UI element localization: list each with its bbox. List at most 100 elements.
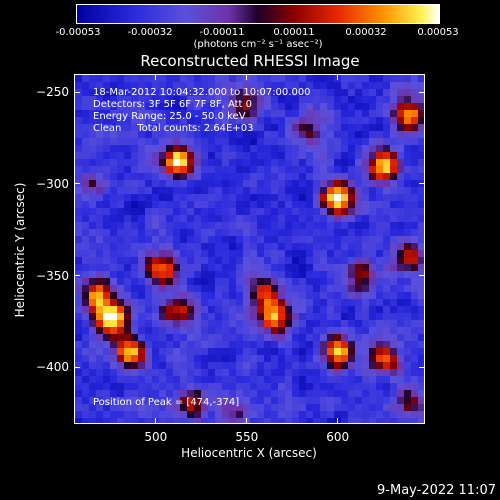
heatmap-cell <box>215 390 223 398</box>
heatmap-cell <box>82 320 90 328</box>
heatmap-cell <box>404 299 412 307</box>
heatmap-cell <box>285 82 293 90</box>
annotation-clean-counts: Clean Total counts: 2.64E+03 <box>93 123 254 134</box>
heatmap-cell <box>89 418 97 423</box>
heatmap-cell <box>124 152 132 160</box>
heatmap-cell <box>250 243 258 251</box>
heatmap-cell <box>82 222 90 230</box>
heatmap-cell <box>369 264 377 272</box>
heatmap-cell <box>299 313 307 321</box>
heatmap-cell <box>313 264 321 272</box>
heatmap-cell <box>264 376 272 384</box>
heatmap-cell <box>327 166 335 174</box>
heatmap-cell <box>376 250 384 258</box>
heatmap-cell <box>124 411 132 419</box>
heatmap-cell <box>313 180 321 188</box>
heatmap-cell <box>243 82 251 90</box>
heatmap-cell <box>418 236 424 244</box>
heatmap-cell <box>173 187 181 195</box>
heatmap-cell <box>103 173 111 181</box>
heatmap-cell <box>404 124 412 132</box>
heatmap-cell <box>166 89 174 97</box>
heatmap-cell <box>236 96 244 104</box>
heatmap-cell <box>215 159 223 167</box>
heatmap-cell <box>208 166 216 174</box>
heatmap-cell <box>208 278 216 286</box>
heatmap-cell <box>404 110 412 118</box>
heatmap-cell <box>341 418 349 423</box>
heatmap-cell <box>397 124 405 132</box>
heatmap-cell <box>110 145 118 153</box>
heatmap-cell <box>292 313 300 321</box>
heatmap-cell <box>201 236 209 244</box>
heatmap-cell <box>362 334 370 342</box>
heatmap-cell <box>313 103 321 111</box>
heatmap-cell <box>320 75 328 83</box>
heatmap-cell <box>313 124 321 132</box>
heatmap-cell <box>271 236 279 244</box>
heatmap-cell <box>404 131 412 139</box>
heatmap-cell <box>138 306 146 314</box>
heatmap-cell <box>411 117 419 125</box>
heatmap-cell <box>180 264 188 272</box>
heatmap-cell <box>222 306 230 314</box>
heatmap-cell <box>180 278 188 286</box>
heatmap-cell <box>369 362 377 370</box>
heatmap-cell <box>215 383 223 391</box>
heatmap-cell <box>264 215 272 223</box>
heatmap-cell <box>341 306 349 314</box>
heatmap-cell <box>229 271 237 279</box>
heatmap-cell <box>299 348 307 356</box>
heatmap-cell <box>292 299 300 307</box>
heatmap-cell <box>103 355 111 363</box>
heatmap-cell <box>173 138 181 146</box>
heatmap-cell <box>271 285 279 293</box>
heatmap-cell <box>306 131 314 139</box>
heatmap-cell <box>362 194 370 202</box>
heatmap-cell <box>110 292 118 300</box>
heatmap-cell <box>187 355 195 363</box>
heatmap-cell <box>341 75 349 83</box>
heatmap-cell <box>306 201 314 209</box>
heatmap-cell <box>236 334 244 342</box>
heatmap-cell <box>145 75 153 83</box>
heatmap-cell <box>250 187 258 195</box>
heatmap-cell <box>299 397 307 405</box>
heatmap-cell <box>292 397 300 405</box>
heatmap-cell <box>362 152 370 160</box>
heatmap-cell <box>327 180 335 188</box>
heatmap-cell <box>152 152 160 160</box>
heatmap-cell <box>404 96 412 104</box>
heatmap-cell <box>369 271 377 279</box>
heatmap-cell <box>278 397 286 405</box>
heatmap-cell <box>124 383 132 391</box>
heatmap-cell <box>397 117 405 125</box>
heatmap-cell <box>334 236 342 244</box>
heatmap-cell <box>390 131 398 139</box>
heatmap-cell <box>75 124 83 132</box>
heatmap-cell <box>187 383 195 391</box>
heatmap-cell <box>334 341 342 349</box>
heatmap-cell <box>229 299 237 307</box>
heatmap-cell <box>75 173 83 181</box>
heatmap-cell <box>236 390 244 398</box>
heatmap-cell <box>103 138 111 146</box>
heatmap-cell <box>236 131 244 139</box>
heatmap-cell <box>103 264 111 272</box>
heatmap-cell <box>194 117 202 125</box>
heatmap-cell <box>194 236 202 244</box>
heatmap-cell <box>152 341 160 349</box>
heatmap-cell <box>313 96 321 104</box>
heatmap-cell <box>376 285 384 293</box>
heatmap-cell <box>306 404 314 412</box>
heatmap-cell <box>376 180 384 188</box>
heatmap-cell <box>348 208 356 216</box>
heatmap-cell <box>285 173 293 181</box>
heatmap-cell <box>201 334 209 342</box>
heatmap-cell <box>418 187 424 195</box>
heatmap-cell <box>320 96 328 104</box>
heatmap-cell <box>292 348 300 356</box>
heatmap-cell <box>103 89 111 97</box>
heatmap-cell <box>103 306 111 314</box>
heatmap-cell <box>194 131 202 139</box>
